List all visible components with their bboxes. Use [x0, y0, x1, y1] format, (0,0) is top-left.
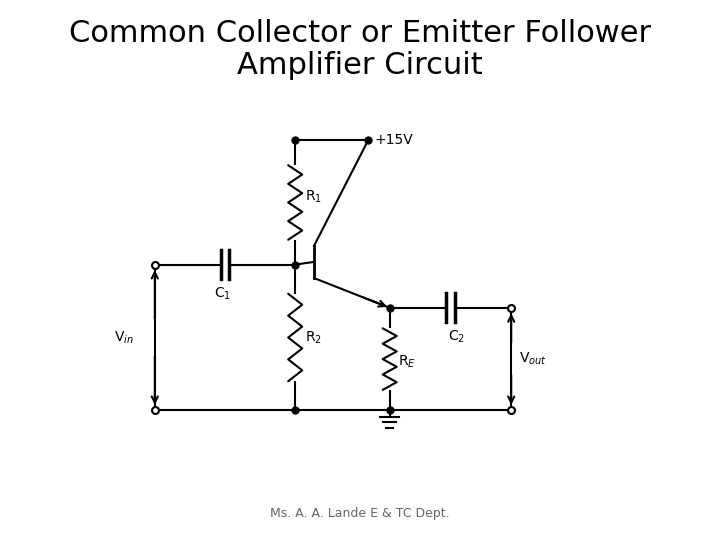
Text: +15V: +15V — [374, 133, 413, 147]
Text: C$_1$: C$_1$ — [214, 286, 231, 302]
Text: R$_E$: R$_E$ — [398, 354, 416, 370]
Text: R$_1$: R$_1$ — [305, 189, 322, 205]
Text: Ms. A. A. Lande E & TC Dept.: Ms. A. A. Lande E & TC Dept. — [270, 507, 450, 519]
Text: Common Collector or Emitter Follower: Common Collector or Emitter Follower — [69, 19, 651, 48]
Text: C$_2$: C$_2$ — [449, 329, 465, 345]
Text: Amplifier Circuit: Amplifier Circuit — [237, 51, 483, 80]
Text: R$_2$: R$_2$ — [305, 329, 322, 346]
Text: V$_{out}$: V$_{out}$ — [519, 351, 547, 367]
Text: V$_{in}$: V$_{in}$ — [114, 329, 134, 346]
